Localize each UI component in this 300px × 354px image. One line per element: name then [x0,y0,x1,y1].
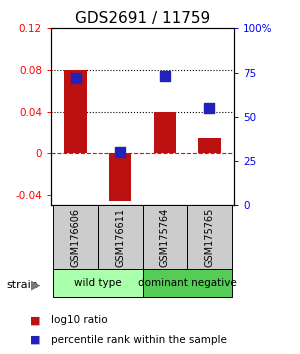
Bar [198,138,220,153]
Text: ▶: ▶ [31,279,41,291]
Bar [154,112,176,153]
Text: ■: ■ [30,315,40,325]
Bar [187,205,232,269]
Text: ■: ■ [30,335,40,345]
Bar [142,269,232,297]
Text: strain: strain [6,280,38,290]
Title: GDS2691 / 11759: GDS2691 / 11759 [75,11,210,26]
Bar [142,205,187,269]
Point [73,75,78,81]
Text: dominant negative: dominant negative [138,278,236,288]
Text: wild type: wild type [74,278,122,288]
Text: GSM176611: GSM176611 [115,208,125,267]
Text: GSM175764: GSM175764 [160,207,170,267]
Bar [109,153,131,201]
Point [162,73,167,79]
Text: percentile rank within the sample: percentile rank within the sample [51,335,227,345]
Bar [53,205,98,269]
Bar [98,205,142,269]
Text: GSM176606: GSM176606 [70,208,80,267]
Bar [53,269,142,297]
Point [207,105,212,111]
Point [118,149,123,155]
Text: GSM175765: GSM175765 [205,207,214,267]
Bar [64,70,87,153]
Text: log10 ratio: log10 ratio [51,315,108,325]
